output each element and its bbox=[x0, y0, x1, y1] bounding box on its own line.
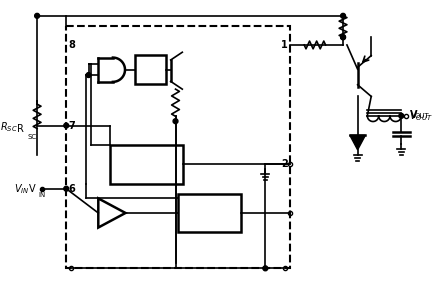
Circle shape bbox=[86, 73, 91, 77]
Circle shape bbox=[173, 119, 178, 124]
Circle shape bbox=[399, 113, 404, 118]
Text: OUT: OUT bbox=[415, 113, 429, 119]
Circle shape bbox=[64, 186, 69, 191]
Circle shape bbox=[341, 35, 346, 40]
Circle shape bbox=[341, 35, 346, 40]
Text: $R_{SC}$: $R_{SC}$ bbox=[0, 121, 18, 134]
Text: 1: 1 bbox=[281, 40, 288, 50]
Circle shape bbox=[35, 13, 40, 18]
Polygon shape bbox=[350, 135, 365, 150]
Text: V: V bbox=[29, 184, 35, 194]
Bar bbox=[135, 55, 166, 84]
Bar bbox=[110, 145, 183, 184]
Text: IN: IN bbox=[38, 192, 45, 198]
Text: SC: SC bbox=[27, 134, 37, 140]
Text: $V_{IN}$: $V_{IN}$ bbox=[14, 182, 29, 196]
Bar bbox=[66, 25, 289, 268]
Circle shape bbox=[64, 123, 69, 128]
Text: R: R bbox=[17, 125, 24, 134]
Text: $\mathbf{V}$: $\mathbf{V}$ bbox=[409, 108, 419, 120]
Text: 2: 2 bbox=[281, 160, 288, 169]
Text: 6: 6 bbox=[68, 184, 75, 194]
Text: $V_{OUT}$: $V_{OUT}$ bbox=[409, 109, 433, 123]
Circle shape bbox=[341, 13, 346, 18]
Text: 7: 7 bbox=[68, 121, 75, 131]
Text: 8: 8 bbox=[68, 40, 75, 50]
Bar bbox=[178, 194, 241, 232]
Circle shape bbox=[263, 266, 268, 271]
